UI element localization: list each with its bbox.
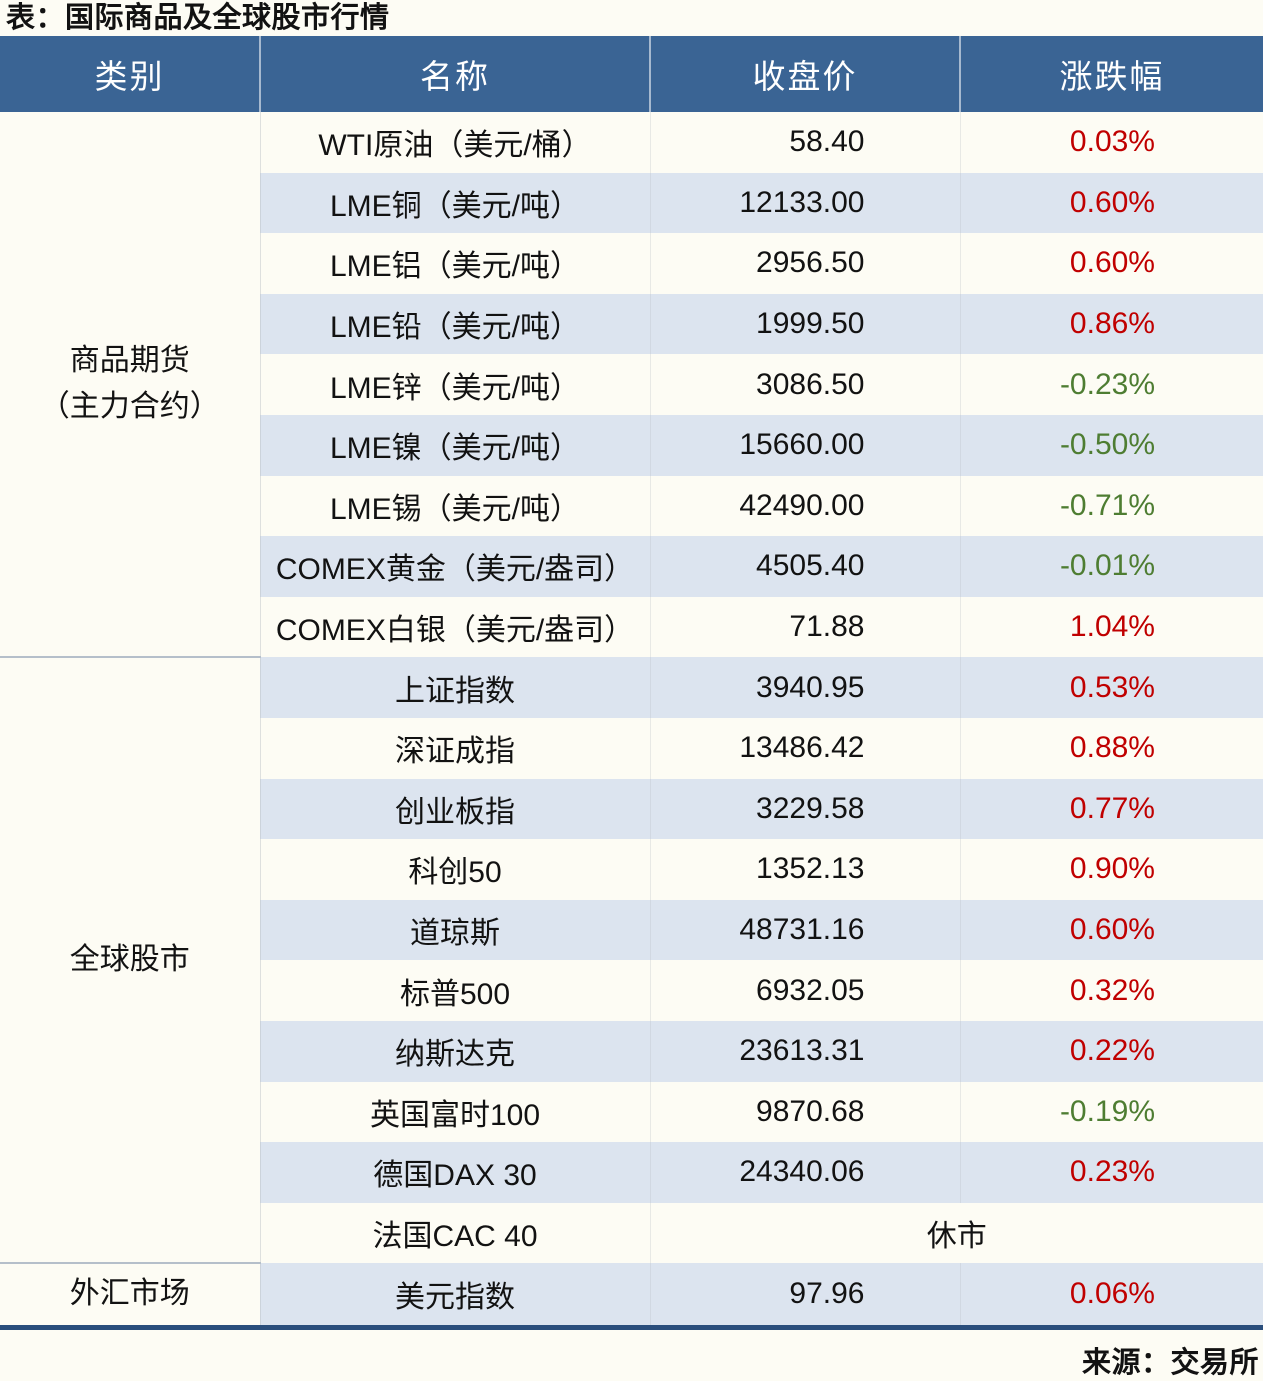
column-header-category: 类别 <box>0 36 260 112</box>
instrument-name: 标普500 <box>260 960 651 1021</box>
market-status: 休市 <box>926 1219 987 1253</box>
table-row: LME铝（美元/吨） 2956.50 0.60% <box>0 233 1263 294</box>
table-row: 道琼斯 48731.16 0.60% <box>0 899 1263 961</box>
close-price: 12133.00 <box>650 172 961 234</box>
change-percent: 0.86% <box>960 293 1263 355</box>
table-row: 科创50 1352.13 0.90% <box>0 839 1263 900</box>
change-percent: 0.06% <box>960 1263 1263 1325</box>
instrument-name: 法国CAC 40 <box>260 1202 651 1264</box>
table-row: 纳斯达克 23613.31 0.22% <box>0 1020 1263 1082</box>
change-percent: -0.19% <box>1059 1094 1155 1128</box>
table-row: LME锌（美元/吨） 3086.50 -0.23% <box>0 354 1263 415</box>
category-cell: 外汇市场 <box>0 1262 261 1325</box>
instrument-name: 英国富时100 <box>260 1081 651 1143</box>
table-row: COMEX白银（美元/盎司） 71.88 1.04% <box>0 596 1263 658</box>
table-row: 全球股市 上证指数 3940.95 0.53% <box>0 656 1263 1264</box>
instrument-name: 德国DAX 30 <box>260 1142 651 1203</box>
close-price: 42490.00 <box>650 475 961 537</box>
close-price: 97.96 <box>650 1263 961 1325</box>
close-price: 1352.13 <box>650 839 961 900</box>
change-percent: 0.22% <box>960 1020 1263 1082</box>
header-row: 类别 名称 收盘价 涨跌幅 <box>0 36 1263 112</box>
close-price: 58.40 <box>650 112 961 173</box>
close-price: 71.88 <box>650 596 961 658</box>
table-row: LME锡（美元/吨） 42490.00 -0.71% <box>0 475 1263 537</box>
close-price: 3940.95 <box>650 657 961 718</box>
instrument-name: 道琼斯 <box>260 899 651 961</box>
change-percent: 0.32% <box>1069 973 1155 1007</box>
category-cell: 商品期货 （主力合约） <box>0 112 261 658</box>
table-row: LME铅（美元/吨） 1999.50 0.86% <box>0 293 1263 355</box>
table-row: COMEX黄金（美元/盎司） 4505.40 -0.01% <box>0 536 1263 597</box>
close-price: 4505.40 <box>650 536 961 597</box>
close-price: 23613.31 <box>650 1020 961 1082</box>
close-price: 3086.50 <box>650 354 961 415</box>
change-percent: -0.23% <box>1059 367 1155 401</box>
instrument-name: COMEX黄金（美元/盎司） <box>260 536 651 597</box>
table-body: 商品期货 （主力合约） WTI原油（美元/桶） 58.40 0.03% LME铜（美元/… <box>0 112 1263 1325</box>
table-title: 表：国际商品及全球股市行情 <box>6 2 390 34</box>
quotes-table: 类别 名称 收盘价 涨跌幅 商品期货 （主力合约） WTI原油（美元/桶） 58.4… <box>0 36 1263 1325</box>
table-row: 德国DAX 30 24340.06 0.23% <box>0 1142 1263 1203</box>
instrument-name: LME锌（美元/吨） <box>260 354 651 415</box>
instrument-name: 科创50 <box>260 839 651 900</box>
close-price: 48731.16 <box>650 899 961 961</box>
change-percent: 0.88% <box>1069 731 1155 765</box>
category-cell: 全球股市 <box>0 656 261 1264</box>
table-row: 外汇市场 美元指数 97.96 0.06% <box>0 1262 1263 1325</box>
instrument-name: 创业板指 <box>260 778 651 840</box>
close-price: 2956.50 <box>650 233 961 294</box>
instrument-name: 深证成指 <box>260 717 651 779</box>
close-price: 3229.58 <box>650 778 961 840</box>
column-header-close-price: 收盘价 <box>649 36 960 112</box>
instrument-name: LME铅（美元/吨） <box>260 293 651 355</box>
close-price: 6932.05 <box>650 960 961 1021</box>
source-caption: 来源：交易所 <box>1081 1346 1259 1379</box>
change-percent: 0.60% <box>960 899 1263 961</box>
table-row: 创业板指 3229.58 0.77% <box>0 778 1263 840</box>
table-row: LME镍（美元/吨） 15660.00 -0.50% <box>0 414 1263 476</box>
close-price: 13486.42 <box>650 717 961 779</box>
close-price: 9870.68 <box>650 1081 961 1143</box>
instrument-name: 上证指数 <box>260 657 651 718</box>
change-percent: -0.01% <box>960 536 1263 597</box>
instrument-name: LME锡（美元/吨） <box>260 475 651 537</box>
table-row: 法国CAC 40 休市 <box>0 1202 1263 1264</box>
change-percent: 0.53% <box>960 657 1263 718</box>
instrument-name: WTI原油（美元/桶） <box>260 112 651 173</box>
change-percent: -0.71% <box>1059 488 1155 522</box>
close-price: 15660.00 <box>650 414 961 476</box>
table-row: LME铜（美元/吨） 12133.00 0.60% <box>0 172 1263 234</box>
change-percent: 0.90% <box>1069 852 1155 886</box>
close-price: 24340.06 <box>650 1142 961 1203</box>
instrument-name: LME镍（美元/吨） <box>260 414 651 476</box>
instrument-name: 纳斯达克 <box>260 1020 651 1082</box>
instrument-name: LME铜（美元/吨） <box>260 172 651 234</box>
change-percent: -0.50% <box>960 414 1263 476</box>
change-percent: 0.60% <box>960 172 1263 234</box>
change-percent: 0.60% <box>1069 246 1155 280</box>
table-header: 类别 名称 收盘价 涨跌幅 <box>0 36 1263 112</box>
instrument-name: COMEX白银（美元/盎司） <box>260 596 651 658</box>
instrument-name: 美元指数 <box>260 1263 651 1325</box>
change-percent: 0.23% <box>960 1142 1263 1203</box>
table-row: 商品期货 （主力合约） WTI原油（美元/桶） 58.40 0.03% <box>0 112 1263 658</box>
table-row: 标普500 6932.05 0.32% <box>0 960 1263 1021</box>
column-header-name: 名称 <box>259 36 650 112</box>
bottom-rule <box>0 1324 1263 1330</box>
change-percent: 0.77% <box>960 778 1263 840</box>
instrument-name: LME铝（美元/吨） <box>260 233 651 294</box>
change-percent: 1.04% <box>1069 610 1155 644</box>
column-header-change: 涨跌幅 <box>959 36 1263 112</box>
table-row: 英国富时100 9870.68 -0.19% <box>0 1081 1263 1143</box>
close-price: 1999.50 <box>650 293 961 355</box>
table-row: 深证成指 13486.42 0.88% <box>0 717 1263 779</box>
change-percent: 0.03% <box>1069 125 1155 159</box>
